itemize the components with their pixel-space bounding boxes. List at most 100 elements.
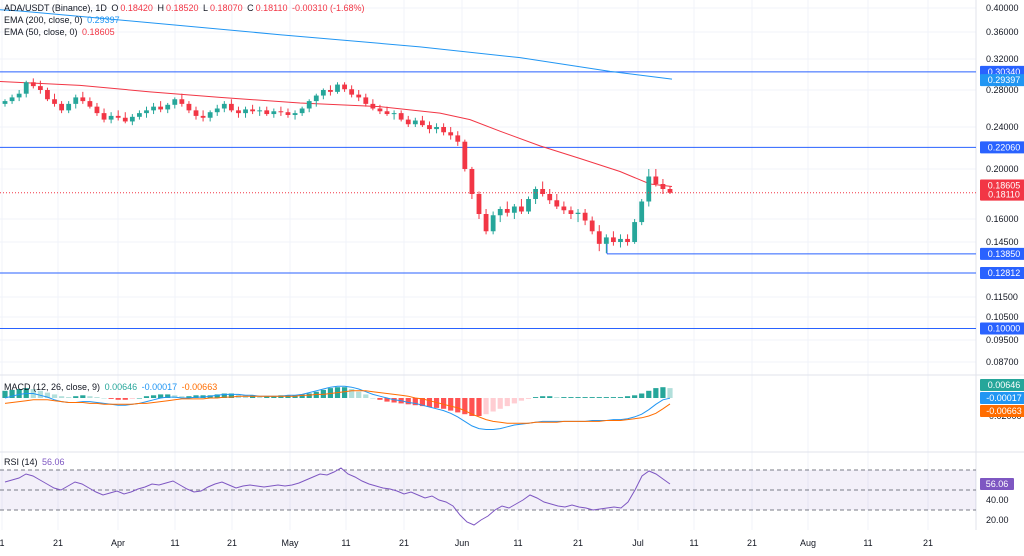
ema200-path bbox=[0, 9, 673, 80]
macd-histogram-bar bbox=[73, 396, 79, 398]
macd-histogram-bar bbox=[2, 390, 8, 398]
horizontal-levels[interactable] bbox=[0, 71, 976, 329]
macd-histogram-bar bbox=[610, 397, 617, 398]
candle-body bbox=[625, 238, 630, 242]
candle-body bbox=[129, 116, 135, 122]
y-tick-label: 0.28000 bbox=[986, 85, 1019, 95]
macd-histogram-bar bbox=[582, 397, 588, 398]
candle-body bbox=[9, 97, 15, 102]
macd-signal-value: -0.00663 bbox=[181, 382, 218, 392]
macd-legend[interactable]: MACD (12, 26, close, 9) 0.00646 -0.00017… bbox=[4, 382, 219, 392]
macd-histogram-bar bbox=[525, 398, 532, 399]
candle-body bbox=[144, 110, 149, 114]
y-tick-label: 0.16000 bbox=[986, 214, 1019, 224]
macd-histogram-bar bbox=[221, 393, 227, 398]
macd-histogram-bar bbox=[624, 396, 631, 398]
rsi-y-tick: 40.00 bbox=[986, 495, 1009, 505]
macd-histogram-bar bbox=[603, 397, 609, 398]
candle-body bbox=[448, 132, 454, 136]
candle-body bbox=[306, 101, 312, 109]
signal-line bbox=[4, 390, 671, 424]
x-tick-label: 11 bbox=[341, 538, 350, 548]
y-tick-label: 0.36000 bbox=[986, 27, 1019, 37]
candle-body bbox=[603, 237, 609, 244]
x-axis: 1 21 Apr 11 21 May 11 21 Jun 11 21 Jul 11 21 Aug 11 21 bbox=[0, 538, 933, 548]
macd-histogram-bar bbox=[349, 389, 355, 398]
close-value: 0.18110 bbox=[255, 3, 288, 13]
macd-histogram-bar bbox=[639, 393, 645, 398]
y-tick-label: 0.10500 bbox=[986, 312, 1019, 322]
candle-body bbox=[526, 199, 531, 212]
macd-histogram-bar bbox=[136, 398, 143, 399]
macd-histogram-bar bbox=[596, 397, 602, 398]
candle-body bbox=[370, 103, 376, 109]
candle-body bbox=[596, 231, 602, 244]
candle-body bbox=[313, 95, 319, 102]
x-tick-label: Jul bbox=[632, 538, 644, 548]
candle-body bbox=[441, 127, 447, 133]
macd-histogram-bar bbox=[455, 398, 461, 413]
macd-histogram-bar bbox=[51, 394, 58, 398]
candle-body bbox=[172, 99, 178, 105]
macd-value: -0.00017 bbox=[141, 382, 178, 392]
x-tick-label: May bbox=[281, 538, 299, 548]
macd-histogram-bar bbox=[575, 397, 581, 398]
level-badge-bg bbox=[980, 247, 1024, 260]
candle-body bbox=[52, 99, 57, 104]
macd-histogram-bar bbox=[356, 391, 362, 398]
candle-body bbox=[137, 113, 142, 117]
macd-histogram-bar bbox=[554, 397, 560, 398]
candle-body bbox=[398, 113, 404, 120]
macd-histogram-bar bbox=[80, 395, 86, 398]
macd-histogram-bar bbox=[504, 398, 510, 407]
candle-body bbox=[476, 194, 482, 214]
candle-body bbox=[639, 201, 645, 223]
candle-body bbox=[87, 101, 93, 107]
candle-body bbox=[243, 109, 248, 114]
candle-body bbox=[221, 103, 227, 109]
candle-body bbox=[632, 222, 638, 242]
candle-body bbox=[94, 106, 100, 114]
rsi-band bbox=[0, 469, 976, 511]
candle-body bbox=[349, 89, 355, 95]
macd-histogram-bar bbox=[122, 398, 128, 400]
ema50-badge: 0.18605 bbox=[988, 180, 1021, 190]
y-tick-label: 0.11500 bbox=[986, 292, 1018, 302]
ohlc-legend: ADA/USDT (Binance), 1D O 0.18420 H 0.18520… bbox=[4, 3, 367, 13]
price-badges: 0.30340 0.22060 0.13850 0.12812 0.10000 0.293… bbox=[980, 65, 1024, 490]
rsi-legend[interactable]: RSI (14) 56.06 bbox=[4, 457, 67, 467]
level-badge: 0.10000 bbox=[988, 324, 1021, 334]
candle-body bbox=[45, 90, 50, 100]
macd-histogram-bar bbox=[426, 398, 433, 407]
candle-body bbox=[646, 176, 652, 202]
candle-body bbox=[547, 194, 553, 201]
close-badge: 0.18110 bbox=[988, 190, 1020, 200]
x-tick-label: Jun bbox=[455, 538, 470, 548]
grid bbox=[0, 0, 1024, 530]
macd-histogram-bar bbox=[264, 396, 270, 398]
macd-histogram-bar bbox=[469, 398, 475, 416]
candle-body bbox=[115, 115, 121, 118]
candle-body bbox=[405, 119, 411, 125]
level-badge: 0.12812 bbox=[988, 268, 1021, 278]
candle-body bbox=[419, 120, 425, 126]
macd-histogram-bar bbox=[518, 398, 525, 401]
candle-body bbox=[186, 103, 192, 111]
candle-body bbox=[236, 110, 241, 114]
macd-signal-badge: -0.00663 bbox=[986, 406, 1022, 416]
candle-body bbox=[575, 212, 581, 214]
candle-body bbox=[108, 115, 114, 120]
macd-histogram-bar bbox=[490, 398, 496, 412]
low-value: 0.18070 bbox=[210, 3, 243, 13]
y-tick-label: 0.08700 bbox=[986, 357, 1019, 367]
candle-body bbox=[462, 141, 468, 169]
rsi-y-tick: 20.00 bbox=[986, 515, 1009, 525]
level-badge-bg bbox=[980, 266, 1024, 279]
rsi-label: RSI (14) bbox=[4, 457, 38, 467]
macd-histogram-bar bbox=[228, 393, 234, 398]
ema50-legend[interactable]: EMA (50, close, 0) 0.18605 bbox=[4, 27, 117, 37]
x-tick-label: Apr bbox=[111, 538, 125, 548]
level-badge-bg bbox=[980, 322, 1024, 335]
ema200-legend[interactable]: EMA (200, close, 0) 0.29397 bbox=[4, 15, 122, 25]
